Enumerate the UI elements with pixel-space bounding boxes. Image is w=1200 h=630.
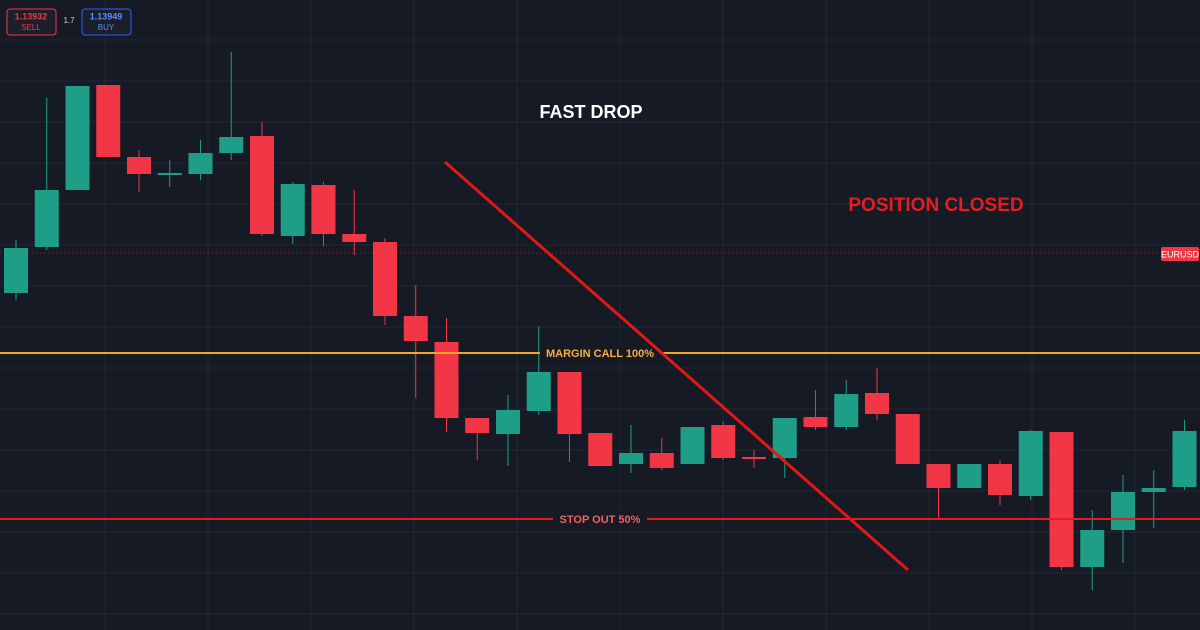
- candle-body: [403, 316, 428, 341]
- candle-body: [1172, 431, 1197, 487]
- candle-body: [496, 410, 520, 434]
- candle-body: [188, 153, 213, 174]
- margin-call-label: MARGIN CALL 100%: [546, 348, 654, 360]
- margin-call-label-bg: [540, 345, 660, 361]
- candle-body: [250, 136, 274, 234]
- candle-body: [895, 414, 920, 464]
- candle-body: [219, 137, 244, 153]
- sell-button[interactable]: [6, 8, 57, 36]
- sell-price: 1.13932: [15, 11, 48, 21]
- candle-body: [4, 248, 28, 293]
- candle-body: [957, 464, 982, 488]
- candle-body: [434, 342, 459, 418]
- candle-body: [588, 433, 613, 466]
- candle-body: [772, 418, 797, 458]
- candle-body: [834, 394, 859, 427]
- candle-body: [988, 464, 1012, 495]
- buy-button[interactable]: [81, 8, 132, 36]
- fast-drop-label: FAST DROP: [539, 102, 642, 122]
- buy-price: 1.13949: [90, 11, 123, 21]
- spread: 1.7: [63, 16, 75, 25]
- candle-body: [742, 457, 766, 459]
- candle-body: [127, 157, 151, 174]
- position-closed-label: POSITION CLOSED: [848, 195, 1023, 216]
- candle-body: [711, 425, 736, 458]
- candle-body: [803, 417, 828, 427]
- candle-body: [526, 372, 551, 411]
- candle-body: [619, 453, 643, 464]
- candle-body: [65, 86, 90, 190]
- trade-panel: 1.13932 SELL 1.7 1.13949 BUY: [6, 8, 132, 36]
- candle-body: [157, 173, 182, 175]
- candle-body: [96, 85, 121, 157]
- candle-body: [342, 234, 367, 242]
- candle-body: [1080, 530, 1105, 567]
- candle-body: [926, 464, 951, 488]
- stop-out-label: STOP OUT 50%: [560, 514, 641, 526]
- candle-body: [280, 184, 305, 236]
- candle-body: [1049, 432, 1074, 567]
- candle-body: [311, 185, 336, 234]
- candle-body: [1141, 488, 1166, 492]
- stop-out-label-bg: [553, 511, 647, 527]
- candle-body: [865, 393, 889, 414]
- candle-body: [465, 418, 490, 433]
- candle-body: [373, 242, 397, 316]
- sell-label: SELL: [21, 23, 41, 32]
- candle-body: [649, 453, 674, 468]
- candle-body: [1018, 431, 1043, 496]
- symbol-tag: EURUSD: [1161, 249, 1200, 259]
- symbol-tag-bg: [1161, 247, 1199, 261]
- candle-body: [1111, 492, 1135, 530]
- drop-trendline: [444, 160, 909, 572]
- candle-body: [34, 190, 59, 247]
- candle-body: [680, 427, 705, 464]
- candles: [4, 52, 1197, 590]
- candle-body: [557, 372, 582, 434]
- buy-label: BUY: [98, 23, 115, 32]
